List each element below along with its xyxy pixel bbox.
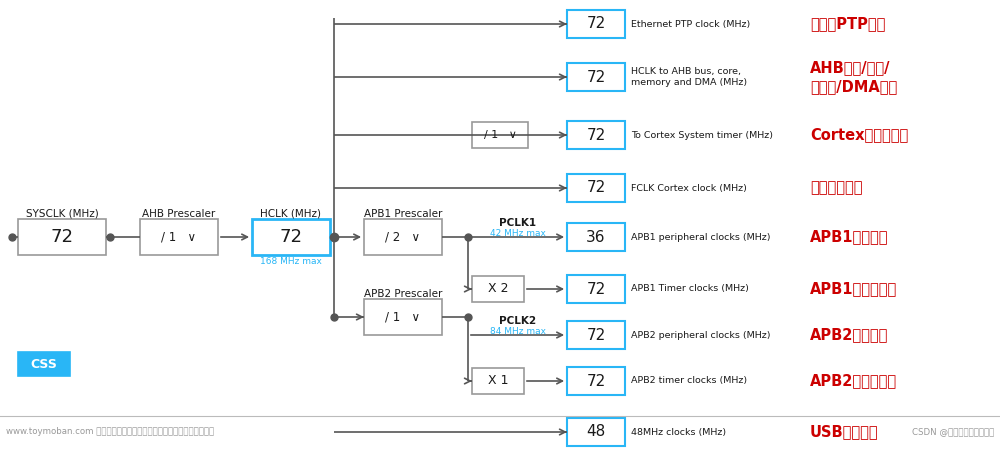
- Text: To Cortex System timer (MHz): To Cortex System timer (MHz): [631, 131, 773, 140]
- Bar: [567, 275, 625, 303]
- Text: Cortex系统定时器: Cortex系统定时器: [810, 127, 908, 142]
- Text: 72: 72: [586, 282, 606, 296]
- Bar: [567, 121, 625, 149]
- Bar: [472, 276, 524, 302]
- Bar: [252, 219, 330, 255]
- Text: APB1 peripheral clocks (MHz): APB1 peripheral clocks (MHz): [631, 232, 770, 241]
- Text: SYSCLK (MHz): SYSCLK (MHz): [26, 209, 98, 219]
- Text: 48MHz clocks (MHz): 48MHz clocks (MHz): [631, 428, 726, 437]
- Bar: [140, 219, 218, 255]
- Text: FCLK Cortex clock (MHz): FCLK Cortex clock (MHz): [631, 183, 747, 192]
- Text: 72: 72: [586, 17, 606, 31]
- Text: 以太网PTP时钟: 以太网PTP时钟: [810, 17, 885, 31]
- Bar: [567, 367, 625, 395]
- Bar: [567, 223, 625, 251]
- Text: 72: 72: [586, 127, 606, 142]
- Text: APB1定时器时钟: APB1定时器时钟: [810, 282, 897, 296]
- Text: HCLK (MHz): HCLK (MHz): [260, 209, 322, 219]
- Text: HCLK to AHB bus, core,
memory and DMA (MHz): HCLK to AHB bus, core, memory and DMA (M…: [631, 67, 747, 87]
- Bar: [567, 63, 625, 91]
- Text: 72: 72: [586, 69, 606, 85]
- Bar: [567, 321, 625, 349]
- Text: / 2   ∨: / 2 ∨: [385, 230, 421, 244]
- Bar: [18, 219, 106, 255]
- Text: 72: 72: [280, 228, 302, 246]
- Text: / 1   ∨: / 1 ∨: [385, 311, 421, 323]
- Text: Ethernet PTP clock (MHz): Ethernet PTP clock (MHz): [631, 19, 750, 28]
- Bar: [472, 122, 528, 148]
- Text: X 2: X 2: [488, 283, 508, 295]
- Text: / 1   ∨: / 1 ∨: [161, 230, 197, 244]
- Text: APB2定时器时钟: APB2定时器时钟: [810, 373, 897, 389]
- Text: APB2 Prescaler: APB2 Prescaler: [364, 289, 442, 299]
- Text: PCLK2: PCLK2: [499, 316, 536, 326]
- Text: APB2外设时钟: APB2外设时钟: [810, 327, 888, 342]
- Text: X 1: X 1: [488, 374, 508, 388]
- Text: 72: 72: [50, 228, 74, 246]
- Bar: [364, 219, 442, 255]
- Text: 36: 36: [586, 229, 606, 245]
- Text: 42 MHz max: 42 MHz max: [490, 228, 545, 238]
- Bar: [472, 368, 524, 394]
- Text: 自由运行时钟: 自由运行时钟: [810, 180, 862, 196]
- Text: 48: 48: [586, 425, 606, 439]
- Text: www.toymoban.com 网络图片仅供展示，非存储，如有侵权请联系删除。: www.toymoban.com 网络图片仅供展示，非存储，如有侵权请联系删除。: [6, 428, 214, 437]
- Text: CSS: CSS: [31, 358, 57, 370]
- Text: APB2 peripheral clocks (MHz): APB2 peripheral clocks (MHz): [631, 331, 770, 340]
- Bar: [18, 352, 70, 376]
- Text: 72: 72: [586, 373, 606, 389]
- Text: / 1   ∨: / 1 ∨: [484, 130, 516, 140]
- Bar: [364, 299, 442, 335]
- Text: 72: 72: [586, 180, 606, 196]
- Text: APB2 timer clocks (MHz): APB2 timer clocks (MHz): [631, 377, 747, 386]
- Text: APB1 Prescaler: APB1 Prescaler: [364, 209, 442, 219]
- Text: 84 MHz max: 84 MHz max: [490, 326, 546, 335]
- Text: PCLK1: PCLK1: [499, 218, 536, 228]
- Bar: [567, 418, 625, 446]
- Bar: [567, 10, 625, 38]
- Text: APB1外设时钟: APB1外设时钟: [810, 229, 889, 245]
- Text: APB1 Timer clocks (MHz): APB1 Timer clocks (MHz): [631, 285, 749, 294]
- Text: AHB总线/内核/
存储器/DMA时钟: AHB总线/内核/ 存储器/DMA时钟: [810, 60, 897, 94]
- Text: AHB Prescaler: AHB Prescaler: [142, 209, 216, 219]
- Text: CSDN @嘴角那抒居强的微笑: CSDN @嘴角那抒居强的微笑: [912, 428, 994, 437]
- Bar: [567, 174, 625, 202]
- Text: USB功能时钟: USB功能时钟: [810, 425, 879, 439]
- Text: 72: 72: [586, 327, 606, 342]
- Text: 168 MHz max: 168 MHz max: [260, 257, 322, 266]
